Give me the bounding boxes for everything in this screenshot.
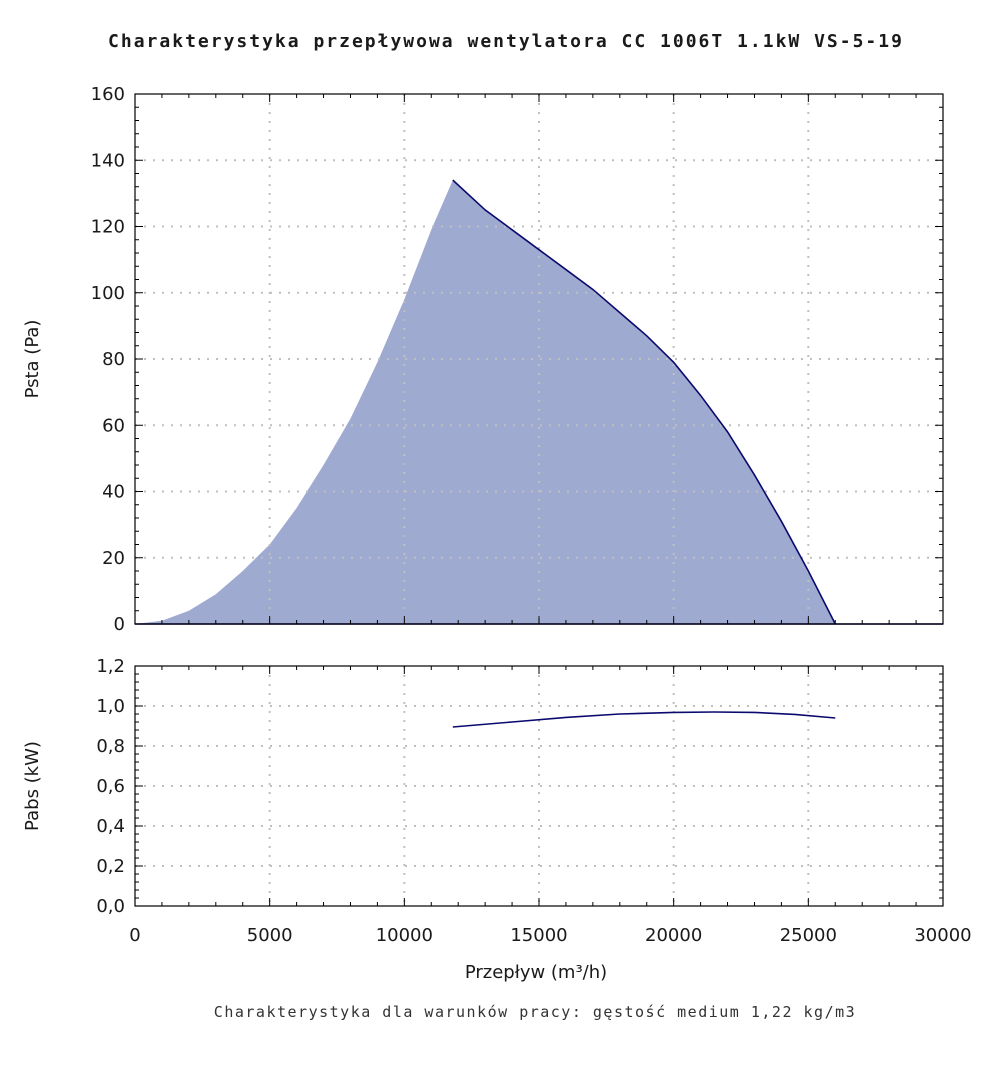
pressure-y-tick-label: 0 (114, 614, 125, 635)
x-tick-label: 5000 (247, 925, 293, 946)
pressure-area (135, 180, 836, 624)
x-axis-label: Przepływ (m³/h) (465, 962, 607, 983)
power-y-tick-label: 0,2 (96, 856, 125, 877)
power-y-tick-label: 1,2 (96, 656, 125, 677)
pressure-curve-0 (452, 179, 836, 625)
pressure-y-tick-label: 140 (91, 150, 125, 171)
operating-conditions-note: Charakterystyka dla warunków pracy: gęst… (214, 1003, 856, 1021)
pressure-y-tick-label: 40 (102, 482, 125, 503)
power-curve-0 (452, 711, 836, 728)
power-y-tick-label: 0,8 (96, 736, 125, 757)
pressure-y-tick-label: 20 (102, 548, 125, 569)
pressure-y-tick-label: 100 (91, 283, 125, 304)
x-tick-label: 25000 (780, 925, 837, 946)
pressure-plot: 0 20 40 60 80 100 120 140 160 (91, 84, 944, 635)
power-y-tick-label: 0,0 (96, 896, 125, 917)
x-tick-label: 15000 (510, 925, 567, 946)
pressure-y-tick-label: 160 (91, 84, 125, 105)
power-y-tick-label: 1,0 (96, 696, 125, 717)
chart-title: Charakterystyka przepływowa wentylatora … (108, 31, 904, 52)
x-tick-label: 10000 (376, 925, 433, 946)
pressure-y-tick-label: 80 (102, 349, 125, 370)
power-y-tick-label: 0,6 (96, 776, 125, 797)
pressure-y-tick-label: 60 (102, 415, 125, 436)
power-plot: 0,0 0,2 0,4 0,6 0,8 1,0 1,2 0 5000 10000 15000 2000… (96, 656, 971, 946)
power-y-axis-label: Pabs (kW) (22, 741, 43, 831)
pressure-y-axis-label: Psta (Pa) (22, 320, 43, 399)
x-tick-label: 20000 (645, 925, 702, 946)
power-y-tick-label: 0,4 (96, 816, 125, 837)
pressure-y-tick-label: 120 (91, 217, 125, 238)
x-tick-label: 0 (129, 925, 140, 946)
x-tick-label: 30000 (914, 925, 971, 946)
